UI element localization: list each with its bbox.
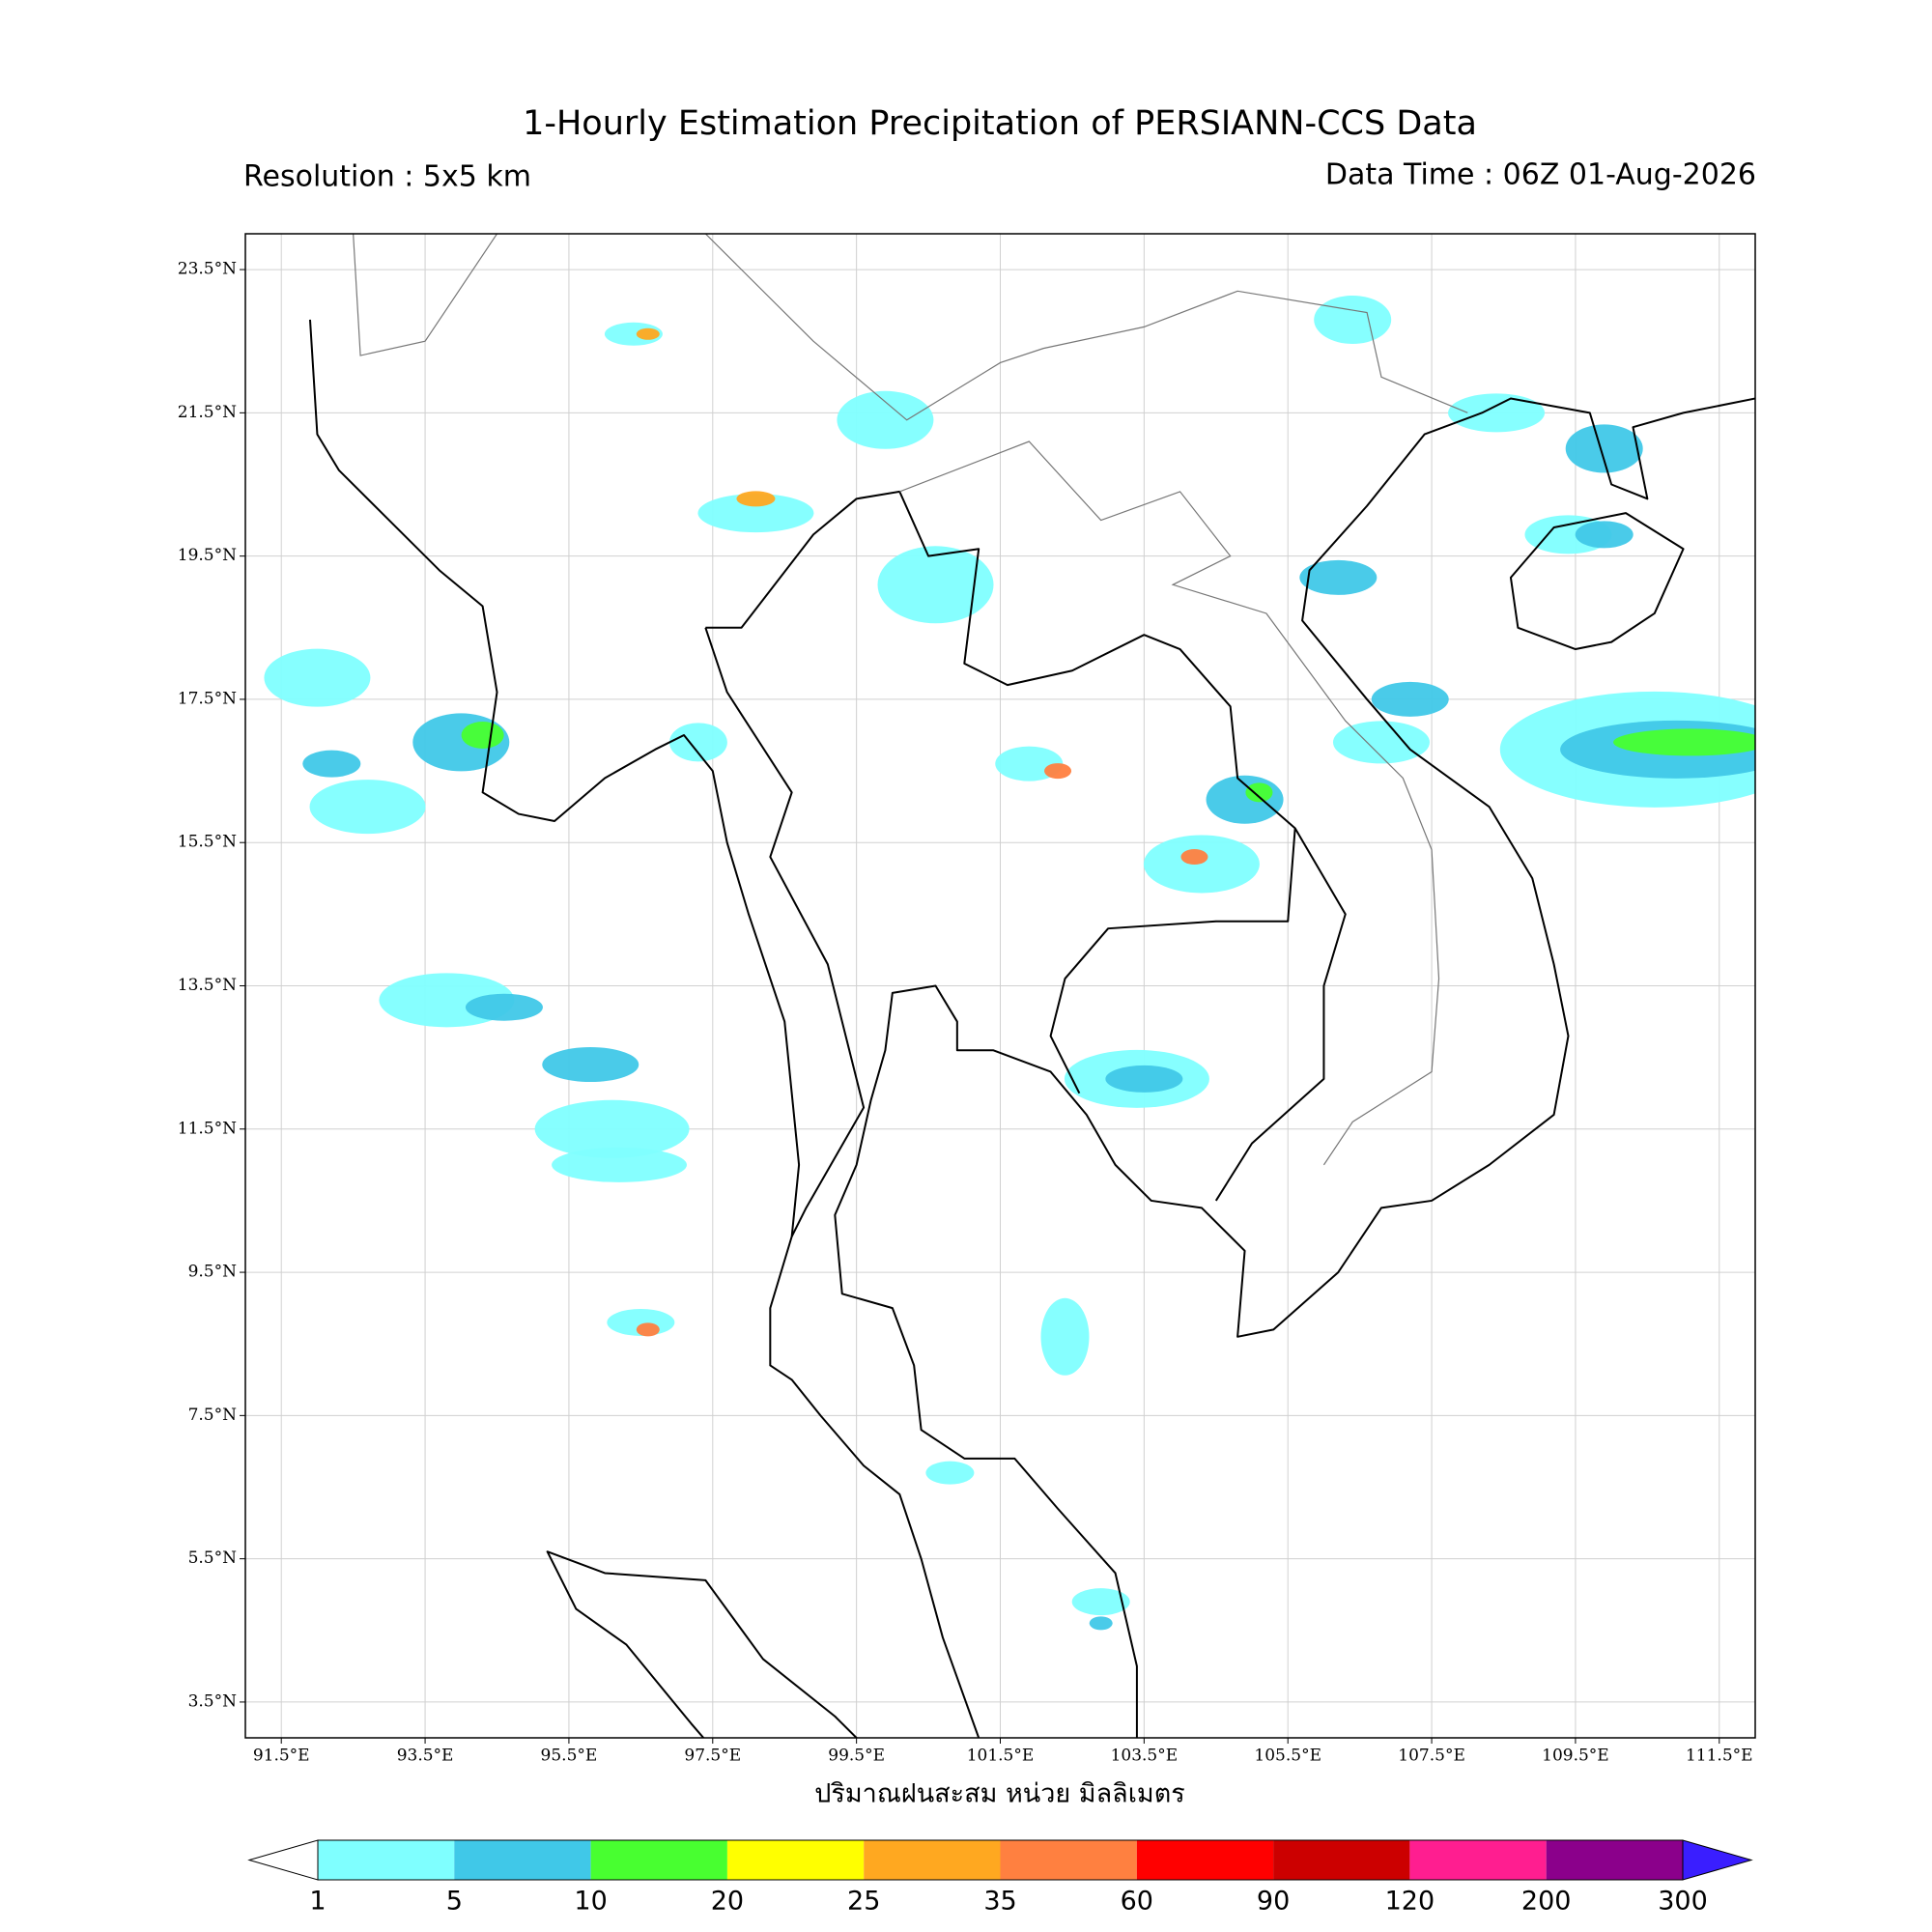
colorbar-label: 120 — [1385, 1887, 1435, 1917]
island — [1509, 512, 1685, 651]
colorbar-label: 300 — [1658, 1887, 1708, 1917]
border-line — [704, 234, 1468, 421]
rain-cell — [1371, 681, 1449, 717]
colorbar-segment — [726, 1840, 865, 1880]
colorbar-label: 35 — [983, 1887, 1016, 1917]
border-line — [353, 234, 497, 356]
x-tick-label: 111.5°E — [1686, 1747, 1753, 1766]
rain-cell — [302, 750, 361, 778]
x-tick-label: 99.5°E — [828, 1747, 885, 1766]
colorbar-segment — [1409, 1840, 1547, 1880]
rain-cell — [1040, 1297, 1090, 1376]
x-axis-label: ปริมาณฝนสะสม หน่วย มิลลิเมตร — [814, 1779, 1185, 1809]
rain-cell — [542, 1047, 639, 1083]
y-tick-label: 19.5°N — [178, 546, 237, 565]
map-layer — [264, 234, 1755, 1738]
x-tick-label: 109.5°E — [1542, 1747, 1609, 1766]
colorbar-segment — [318, 1840, 455, 1880]
rain-cell — [1044, 763, 1072, 780]
rain-cell — [636, 1322, 660, 1337]
title: 1-Hourly Estimation Precipitation of PER… — [523, 104, 1477, 143]
rain-cell — [1105, 1065, 1183, 1093]
rain-cell — [1448, 393, 1546, 433]
rain-cell — [1565, 424, 1643, 473]
colorbar-outline — [317, 1839, 1684, 1881]
border-line — [704, 627, 866, 1237]
data-time: Data Time : 06Z 01-Aug-2026 — [1325, 158, 1756, 192]
colorbar-label: 5 — [446, 1887, 463, 1917]
border-line — [705, 490, 1296, 1094]
grid: 91.5°E 93.5°E 95.5°E 97.5°E 99.5°E 101.5°E 103… — [178, 234, 1755, 1766]
rain-cell — [264, 648, 371, 707]
rain-cell — [1245, 782, 1273, 803]
resolution: Resolution : 5x5 km — [243, 160, 531, 194]
y-tick-label: 17.5°N — [178, 689, 237, 708]
y-tick-label: 9.5°N — [188, 1263, 238, 1282]
colorbar-over — [1682, 1839, 1753, 1881]
colorbar-segment — [454, 1840, 591, 1880]
rain-cell — [877, 546, 994, 624]
x-tick-label: 103.5°E — [1111, 1747, 1179, 1766]
x-tick-label: 105.5°E — [1254, 1747, 1321, 1766]
y-tick-label: 11.5°N — [178, 1119, 237, 1138]
x-tick-label: 93.5°E — [397, 1747, 454, 1766]
rain-cell — [534, 1099, 690, 1158]
rain-cell — [697, 494, 814, 533]
colorbar-label: 60 — [1121, 1887, 1153, 1917]
colorbar-under — [247, 1839, 319, 1881]
rain-cell — [668, 723, 727, 762]
rain-cell — [736, 491, 776, 507]
colorbar-label: 10 — [574, 1887, 607, 1917]
coastline — [834, 397, 1755, 1738]
colorbar-label: 200 — [1521, 1887, 1572, 1917]
rain-cell — [925, 1461, 975, 1485]
rain-cell — [1332, 721, 1430, 764]
rain-cell — [309, 780, 426, 835]
y-tick-label: 23.5°N — [178, 260, 237, 279]
y-tick-label: 21.5°N — [178, 403, 237, 422]
rain-cell — [1575, 521, 1634, 549]
rain-cell — [465, 993, 543, 1021]
y-tick-label: 13.5°N — [178, 976, 237, 995]
colorbar-segment — [1000, 1840, 1137, 1880]
rain-cell — [1143, 835, 1260, 894]
rain-cell — [604, 322, 663, 346]
colorbar-segment — [1273, 1840, 1410, 1880]
y-tick-label: 7.5°N — [188, 1406, 238, 1425]
y-tick-label: 3.5°N — [188, 1691, 238, 1711]
coastline — [308, 319, 980, 1738]
x-tick-label: 101.5°E — [967, 1747, 1035, 1766]
rain-cell — [552, 1147, 688, 1182]
border-line — [899, 440, 1440, 1166]
rain-cell — [1314, 295, 1392, 344]
x-tick-label: 107.5°E — [1398, 1747, 1465, 1766]
rain-cell — [636, 327, 660, 340]
y-tick-label: 15.5°N — [178, 833, 237, 852]
colorbar-segment — [590, 1840, 727, 1880]
x-tick-label: 91.5°E — [253, 1747, 310, 1766]
colorbar-label: 25 — [847, 1887, 880, 1917]
colorbar-label: 1 — [309, 1887, 326, 1917]
rain-cell — [1613, 728, 1755, 756]
colorbar: 1 5 10 20 25 35 60 90 120 200 300 — [247, 1839, 1753, 1917]
rain-cell — [837, 390, 934, 449]
rain-cell — [1206, 775, 1284, 824]
border-line — [1214, 827, 1347, 1202]
rain-cell — [1071, 1588, 1130, 1616]
colorbar-segment — [1546, 1840, 1683, 1880]
rain-cell — [1089, 1616, 1113, 1631]
x-tick-label: 95.5°E — [541, 1747, 598, 1766]
y-tick-label: 5.5°N — [188, 1548, 238, 1568]
colorbar-segment — [1136, 1840, 1274, 1880]
rain-cell — [461, 722, 504, 749]
x-tick-label: 97.5°E — [684, 1747, 741, 1766]
coastline — [546, 1550, 859, 1738]
rain-cell — [1180, 849, 1208, 866]
colorbar-label: 20 — [711, 1887, 744, 1917]
map-frame — [244, 233, 1756, 1739]
colorbar-segment — [864, 1840, 1001, 1880]
rain-cell — [1299, 559, 1378, 595]
colorbar-label: 90 — [1257, 1887, 1290, 1917]
